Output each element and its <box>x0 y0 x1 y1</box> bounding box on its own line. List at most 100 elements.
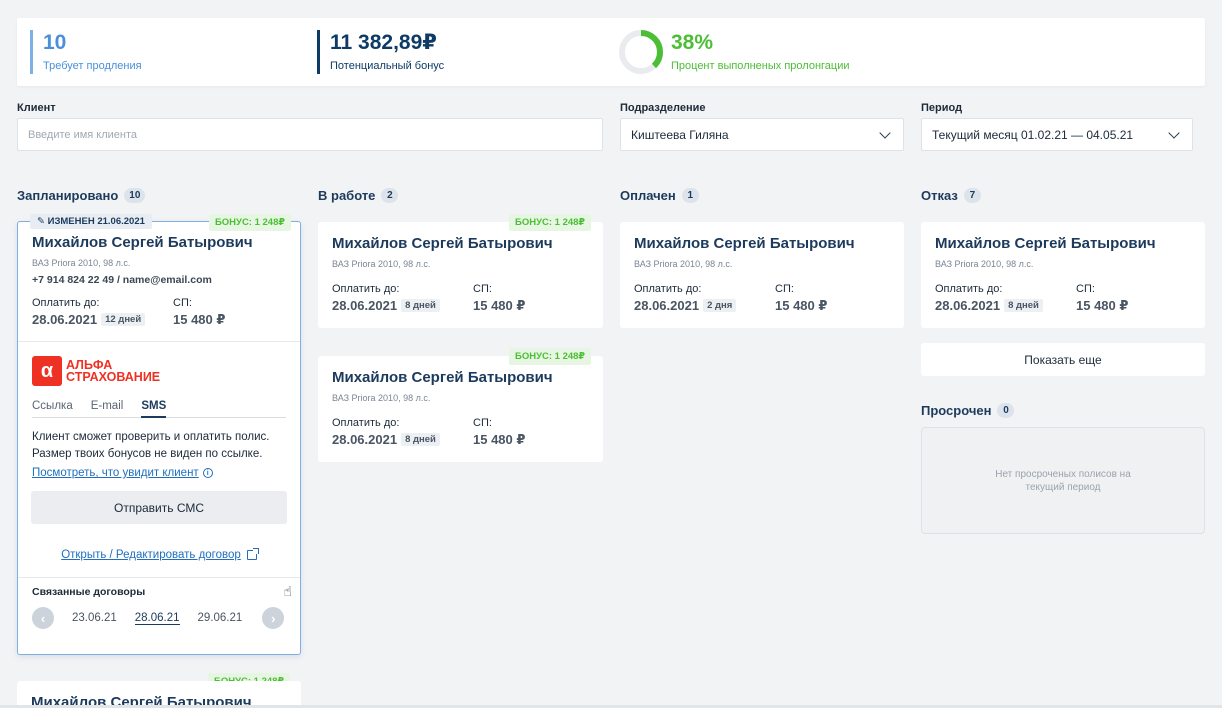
client-name: Михайлов Сергей Батырович <box>935 235 1156 252</box>
tab-link[interactable]: Ссылка <box>32 400 73 412</box>
days-badge: 8 дней <box>401 433 440 446</box>
related-contracts: Связанные договоры ☝ ‹ 23.06.21 28.06.21… <box>18 577 300 629</box>
sp-label: СП: <box>473 283 492 295</box>
next-arrow-icon[interactable]: › <box>262 607 285 629</box>
column-paid-title: Оплачен 1 <box>620 188 699 203</box>
external-link-icon[interactable] <box>246 548 259 560</box>
chevron-down-icon <box>879 126 891 139</box>
modified-badge: ✎ ИЗМЕНЕН 21.06.2021 <box>30 214 152 229</box>
stat-label: Требует продления <box>43 60 142 72</box>
pay-until-date: 28.06.2021 <box>32 312 98 327</box>
stat-potential-bonus: 11 382,89₽ Потенциальный бонус <box>317 30 444 74</box>
related-title: Связанные договоры <box>32 586 146 598</box>
column-title: В работе <box>318 188 376 203</box>
policy-card[interactable]: Михайлов Сергей Батырович ВАЗ Priora 201… <box>921 222 1205 328</box>
client-name: Михайлов Сергей Батырович <box>31 694 252 708</box>
stat-label: Потенциальный бонус <box>330 60 445 72</box>
policy-card[interactable]: Михайлов Сергей Батырович ВАЗ Priora 201… <box>318 356 603 462</box>
prev-arrow-icon[interactable]: ‹ <box>32 607 54 629</box>
related-date[interactable]: 23.06.21 <box>72 612 117 624</box>
car-info: ВАЗ Priora 2010, 98 л.с. <box>935 259 1034 269</box>
period-label: Период <box>921 102 963 114</box>
sp-label: СП: <box>1076 283 1095 295</box>
sp-value: 15 480 ₽ <box>173 312 226 327</box>
client-name: Михайлов Сергей Батырович <box>332 369 553 386</box>
count-badge: 10 <box>124 188 146 203</box>
divider <box>0 705 1222 708</box>
stat-value: 10 <box>43 31 67 54</box>
car-info: ВАЗ Priora 2010, 98 л.с. <box>634 259 733 269</box>
client-placeholder: Введите имя клиента <box>28 128 138 141</box>
car-info: ВАЗ Priora 2010, 98 л.с. <box>332 393 431 403</box>
sp-value: 15 480 ₽ <box>1076 298 1129 313</box>
pay-until-label: Оплатить до: <box>935 283 1003 295</box>
alfa-logo-icon: α <box>32 356 62 386</box>
column-title: Запланировано <box>17 188 119 203</box>
period-select[interactable]: Текущий месяц 01.02.21 — 04.05.21 <box>921 118 1193 151</box>
related-date[interactable]: 29.06.21 <box>197 612 243 624</box>
pay-until-date: 28.06.2021 <box>332 432 398 447</box>
overdue-empty-state: Нет просроченых полисов на текущий перио… <box>921 427 1205 534</box>
open-edit-contract-link[interactable]: Открыть / Редактировать договор <box>61 549 241 561</box>
pay-until-label: Оплатить до: <box>332 417 400 429</box>
days-badge: 2 дня <box>703 299 737 312</box>
client-name: Михайлов Сергей Батырович <box>634 235 855 252</box>
policy-card[interactable]: Михайлов Сергей Батырович ВАЗ Priora 201… <box>620 222 904 328</box>
stat-value: 38% <box>671 31 714 54</box>
days-badge: 8 дней <box>401 299 440 312</box>
client-name: Михайлов Сергей Батырович <box>32 234 253 251</box>
client-name: Михайлов Сергей Батырович <box>332 235 553 252</box>
bonus-badge: БОНУС: 1 248₽ <box>509 348 592 365</box>
client-search-input[interactable]: Введите имя клиента <box>17 118 603 151</box>
sp-label: СП: <box>775 283 794 295</box>
client-label: Клиент <box>17 102 56 114</box>
send-method-tabs: Ссылка E-mail SMS <box>32 400 286 418</box>
related-date-selected[interactable]: 28.06.21 <box>134 611 180 625</box>
pay-until-date: 28.06.2021 <box>935 298 1001 313</box>
send-sms-button[interactable]: Отправить СМС <box>31 491 287 524</box>
insurer-logo: α АЛЬФА СТРАХОВАНИЕ <box>32 356 286 386</box>
policy-card[interactable]: Михайлов Сергей Батырович ВАЗ Priora 201… <box>318 222 603 328</box>
column-title: Отказ <box>921 188 958 203</box>
stat-prolongation-percent: 38% Процент выполненых пролонгации <box>619 30 850 74</box>
chevron-down-icon <box>1168 126 1180 139</box>
show-more-button[interactable]: Показать еще <box>921 343 1205 376</box>
tab-sms[interactable]: SMS <box>141 400 167 418</box>
column-title: Оплачен <box>620 188 676 203</box>
column-planned-title: Запланировано 10 <box>17 188 146 203</box>
sms-description: Клиент сможет проверить и оплатить полис… <box>32 431 270 460</box>
count-badge: 1 <box>681 188 699 203</box>
count-badge: 2 <box>381 188 399 203</box>
division-label: Подразделение <box>620 102 706 114</box>
count-badge: 7 <box>963 188 981 203</box>
stat-label: Процент выполненых пролонгации <box>671 60 850 72</box>
column-refused-title: Отказ 7 <box>921 188 981 203</box>
tab-email[interactable]: E-mail <box>90 400 124 412</box>
car-info: ВАЗ Priora 2010, 98 л.с. <box>32 258 131 268</box>
stat-value: 11 382,89₽ <box>330 31 437 54</box>
days-badge: 12 дней <box>101 313 146 326</box>
stats-bar: 10 Требует продления 11 382,89₽ Потенциа… <box>17 18 1205 86</box>
progress-ring <box>619 30 663 74</box>
pay-until-label: Оплатить до: <box>32 297 100 309</box>
count-badge: 0 <box>997 403 1015 418</box>
column-title: Просрочен <box>921 403 992 418</box>
preview-client-link[interactable]: Посмотреть, что увидит клиент <box>32 467 199 479</box>
days-badge: 8 дней <box>1004 299 1043 312</box>
sp-value: 15 480 ₽ <box>473 432 526 447</box>
sp-value: 15 480 ₽ <box>473 298 526 313</box>
pay-until-label: Оплатить до: <box>634 283 702 295</box>
sp-label: СП: <box>473 417 492 429</box>
policy-card-expanded[interactable]: ✎ ИЗМЕНЕН 21.06.2021 БОНУС: 1 248₽ Михай… <box>17 214 301 655</box>
policy-card[interactable]: Михайлов Сергей Батырович <box>17 681 301 708</box>
car-info: ВАЗ Priora 2010, 98 л.с. <box>332 259 431 269</box>
period-value: Текущий месяц 01.02.21 — 04.05.21 <box>932 127 1134 142</box>
info-icon[interactable]: i <box>202 468 213 478</box>
pay-until-date: 28.06.2021 <box>634 298 700 313</box>
column-in-work-title: В работе 2 <box>318 188 399 203</box>
division-select[interactable]: Киштеева Гиляна <box>620 118 904 151</box>
overdue-title: Просрочен 0 <box>921 403 1015 418</box>
division-value: Киштеева Гиляна <box>631 127 729 142</box>
sp-value: 15 480 ₽ <box>775 298 828 313</box>
stat-renewal-needed: 10 Требует продления <box>30 30 142 74</box>
